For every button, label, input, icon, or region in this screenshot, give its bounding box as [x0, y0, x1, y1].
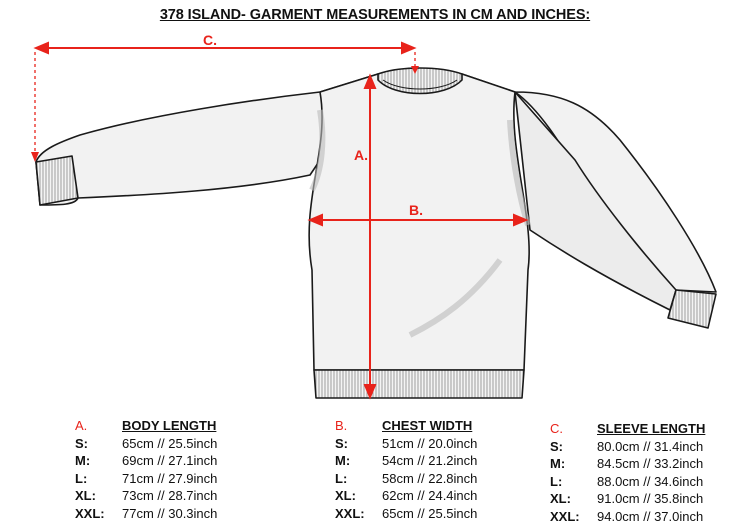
size: XXL:	[550, 508, 580, 524]
table-row: L: 71cm // 27.9inch	[75, 470, 217, 488]
size: M:	[335, 453, 351, 469]
table-row: L: 58cm // 22.8inch	[335, 470, 477, 488]
size: S:	[75, 435, 88, 451]
table-row: L: 88.0cm // 34.6inch	[550, 473, 705, 491]
size: M:	[550, 456, 566, 472]
page-title: 378 ISLAND- GARMENT MEASUREMENTS IN CM A…	[159, 7, 591, 23]
size: XL:	[335, 488, 356, 504]
table-heading: CHEST WIDTH	[382, 418, 473, 433]
label-b: B.	[409, 202, 423, 218]
table-row: M: 84.5cm // 33.2inch	[550, 455, 705, 473]
value: 69cm // 27.1inch	[122, 453, 218, 469]
value: 65cm // 25.5inch	[122, 435, 218, 451]
table-row: XL: 73cm // 28.7inch	[75, 487, 217, 505]
table-row: S: 51cm // 20.0inch	[335, 435, 477, 453]
label-c: C.	[203, 32, 217, 48]
value: 51cm // 20.0inch	[382, 435, 478, 451]
size: XXL:	[335, 505, 365, 521]
value: 94.0cm // 37.0inch	[597, 508, 704, 524]
sweater-diagram: C. A. B.	[31, 32, 717, 400]
value: 88.0cm // 34.6inch	[597, 473, 704, 489]
table-row: S: 80.0cm // 31.4inch	[550, 438, 705, 456]
value: 84.5cm // 33.2inch	[597, 456, 704, 472]
value: 91.0cm // 35.8inch	[597, 491, 704, 507]
size: XL:	[75, 488, 96, 504]
value: 65cm // 25.5inch	[382, 505, 478, 521]
table-letter: B.	[335, 418, 348, 433]
size: M:	[75, 453, 91, 469]
table-row: XXL: 94.0cm // 37.0inch	[550, 508, 705, 526]
table-row: S: 65cm // 25.5inch	[75, 435, 217, 453]
size: L:	[335, 470, 348, 486]
value: 62cm // 24.4inch	[382, 488, 478, 504]
value: 58cm // 22.8inch	[382, 470, 478, 486]
size: S:	[550, 438, 563, 454]
value: 54cm // 21.2inch	[382, 453, 478, 469]
table-row: XXL: 65cm // 25.5inch	[335, 505, 477, 523]
value: 80.0cm // 31.4inch	[597, 438, 704, 454]
value: 73cm // 28.7inch	[122, 488, 218, 504]
table-row: XL: 62cm // 24.4inch	[335, 487, 477, 505]
right-cuff	[667, 289, 717, 329]
size: L:	[550, 473, 563, 489]
value: 71cm // 27.9inch	[122, 470, 218, 486]
size: S:	[335, 435, 348, 451]
size: XL:	[550, 491, 571, 507]
table-row: M: 54cm // 21.2inch	[335, 452, 477, 470]
size: XXL:	[75, 505, 105, 521]
table-row: M: 69cm // 27.1inch	[75, 452, 217, 470]
size: L:	[75, 470, 88, 486]
table-row: XL: 91.0cm // 35.8inch	[550, 490, 705, 508]
table-row: XXL: 77cm // 30.3inch	[75, 505, 217, 523]
table-letter: A.	[75, 418, 88, 433]
table-heading: SLEEVE LENGTH	[597, 421, 706, 436]
hem-rib	[313, 369, 525, 399]
table-heading: BODY LENGTH	[122, 418, 217, 433]
left-cuff	[35, 155, 79, 206]
body-length-table: A. BODY LENGTH S: 65cm // 25.5inch M: 69cm …	[75, 417, 217, 523]
table-letter: C.	[550, 421, 563, 436]
value: 77cm // 30.3inch	[122, 505, 218, 521]
label-a: A.	[354, 147, 368, 163]
sleeve-length-table: C. SLEEVE LENGTH S: 80.0cm // 31.4inch M: 8…	[550, 420, 705, 526]
chest-width-table: B. CHEST WIDTH S: 51cm // 20.0inch M: 54cm …	[335, 417, 477, 523]
body	[308, 73, 530, 371]
